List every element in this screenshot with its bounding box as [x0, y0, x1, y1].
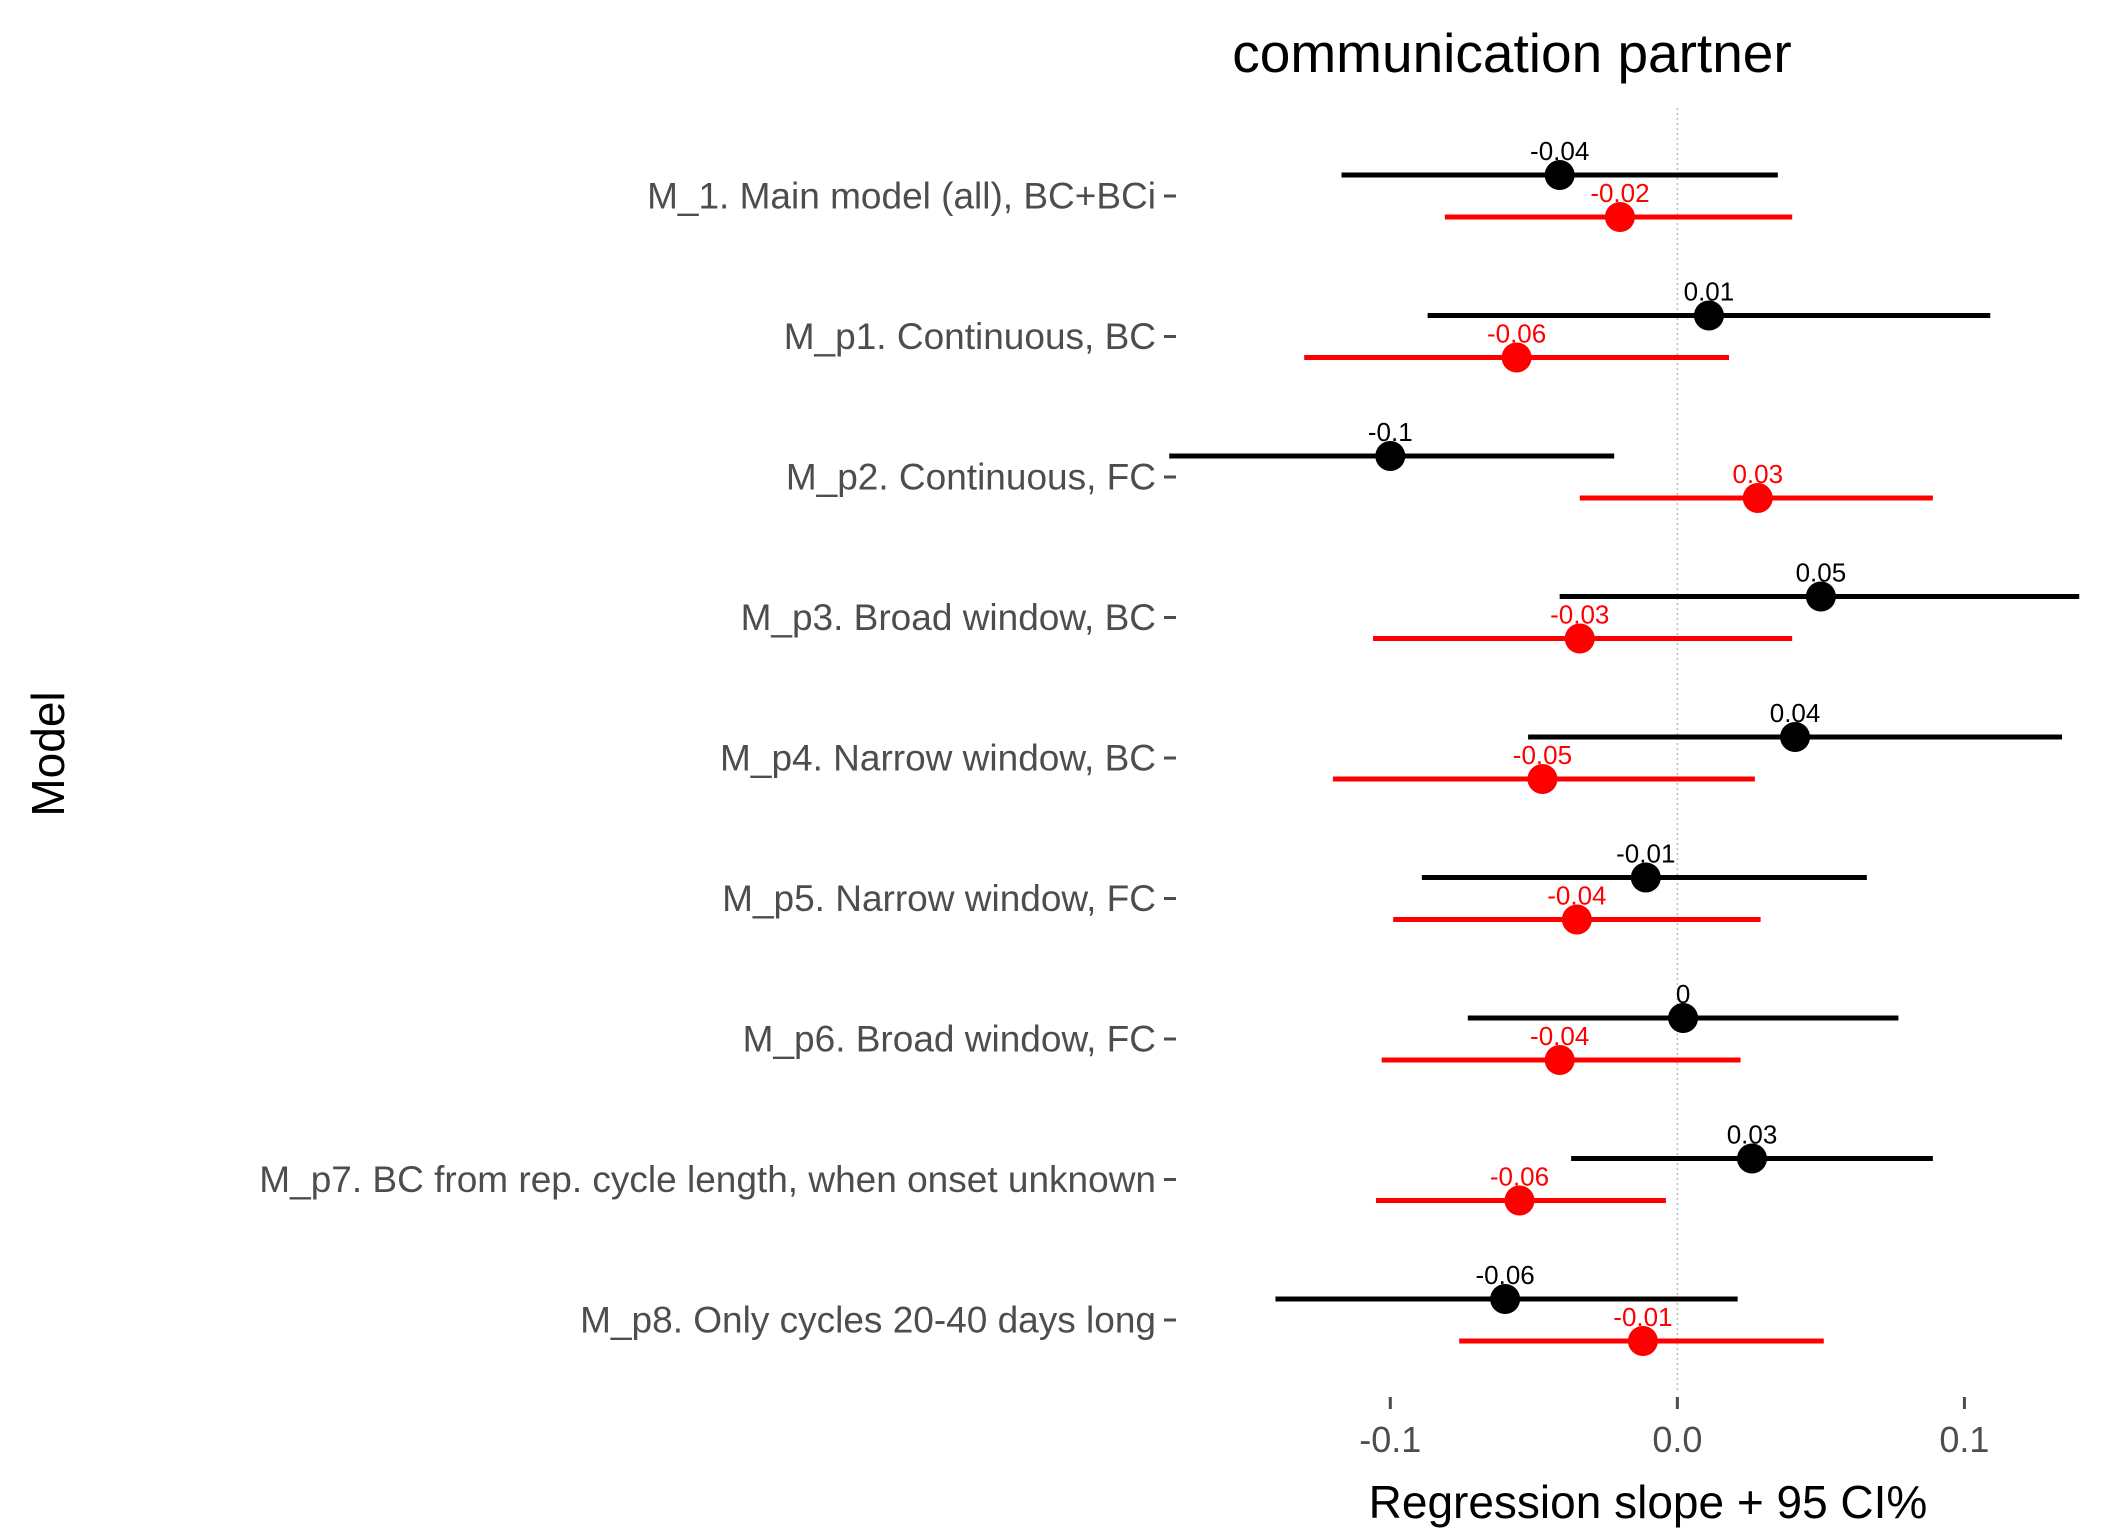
x-tick-label: -0.1 — [1359, 1419, 1421, 1460]
estimate-label: 0.03 — [1727, 1120, 1778, 1150]
y-tick-label: M_p1. Continuous, BC — [784, 316, 1156, 357]
estimate-label: -0.01 — [1613, 1302, 1672, 1332]
series-1: -0.04 0.01 -0.1 0.05 0.04 -0.01 0 0.03 -0.06 — [1169, 136, 2080, 1314]
estimate-label: 0.04 — [1770, 698, 1821, 728]
estimate-point — [1630, 862, 1661, 893]
estimate-point — [1504, 1185, 1535, 1216]
estimate-label: -0.06 — [1475, 1260, 1534, 1290]
x-tick-label: 0.0 — [1652, 1419, 1702, 1460]
series-2: -0.02 -0.06 0.03 -0.03 -0.05 -0.04 -0.04 -0.06 -… — [1304, 178, 1933, 1356]
estimate-label: 0.03 — [1732, 459, 1783, 489]
estimate-label: 0 — [1676, 979, 1690, 1009]
x-axis-title: Regression slope + 95 CI% — [1369, 1476, 1928, 1528]
estimate-point — [1604, 202, 1635, 232]
x-axis: -0.1 0.0 0.1 — [1359, 1397, 1989, 1460]
estimate-point — [1564, 623, 1595, 654]
y-tick-label: M_p4. Narrow window, BC — [720, 738, 1156, 779]
y-tick-label: M_p2. Continuous, FC — [786, 457, 1156, 498]
estimate-label: 0.05 — [1796, 558, 1847, 588]
y-axis: M_1. Main model (all), BC+BCi M_p1. Conti… — [259, 176, 1176, 1341]
estimate-point — [1805, 581, 1836, 612]
estimate-label: -0.04 — [1530, 136, 1589, 166]
y-tick-label: M_p7. BC from rep. cycle length, when on… — [259, 1159, 1156, 1200]
estimate-label: -0.02 — [1590, 178, 1649, 208]
estimate-label: -0.04 — [1530, 1021, 1589, 1051]
estimate-point — [1561, 904, 1592, 935]
estimate-point — [1742, 483, 1773, 513]
estimate-point — [1693, 300, 1724, 331]
estimate-point — [1544, 160, 1575, 190]
plot-marks: -0.040.01-0.10.050.04-0.0100.03-0.06-0.0… — [1169, 136, 2080, 1356]
estimate-point — [1544, 1045, 1575, 1075]
chart-title: communication partner — [1232, 22, 1791, 84]
y-tick-label: M_p5. Narrow window, FC — [722, 878, 1156, 919]
estimate-label: 0.01 — [1684, 277, 1735, 307]
estimate-label: -0.04 — [1547, 881, 1606, 911]
estimate-label: -0.01 — [1616, 839, 1675, 869]
y-tick-label: M_p8. Only cycles 20-40 days long — [580, 1300, 1156, 1341]
estimate-label: -0.06 — [1487, 319, 1546, 349]
y-axis-title: Model — [22, 691, 74, 816]
y-tick-label: M_1. Main model (all), BC+BCi — [647, 176, 1156, 217]
estimate-label: -0.05 — [1513, 740, 1572, 770]
estimate-point — [1375, 441, 1406, 471]
estimate-point — [1501, 342, 1532, 373]
estimate-point — [1627, 1326, 1658, 1356]
y-tick-label: M_p6. Broad window, FC — [743, 1019, 1156, 1060]
y-tick-label: M_p3. Broad window, BC — [741, 597, 1156, 638]
estimate-point — [1737, 1143, 1768, 1174]
estimate-label: -0.1 — [1368, 417, 1413, 447]
estimate-point — [1780, 722, 1811, 752]
estimate-point — [1668, 1003, 1699, 1033]
estimate-point — [1490, 1284, 1521, 1314]
estimate-label: -0.03 — [1550, 600, 1609, 630]
estimate-point — [1527, 764, 1558, 794]
x-tick-label: 0.1 — [1939, 1419, 1989, 1460]
estimate-label: -0.06 — [1490, 1162, 1549, 1192]
